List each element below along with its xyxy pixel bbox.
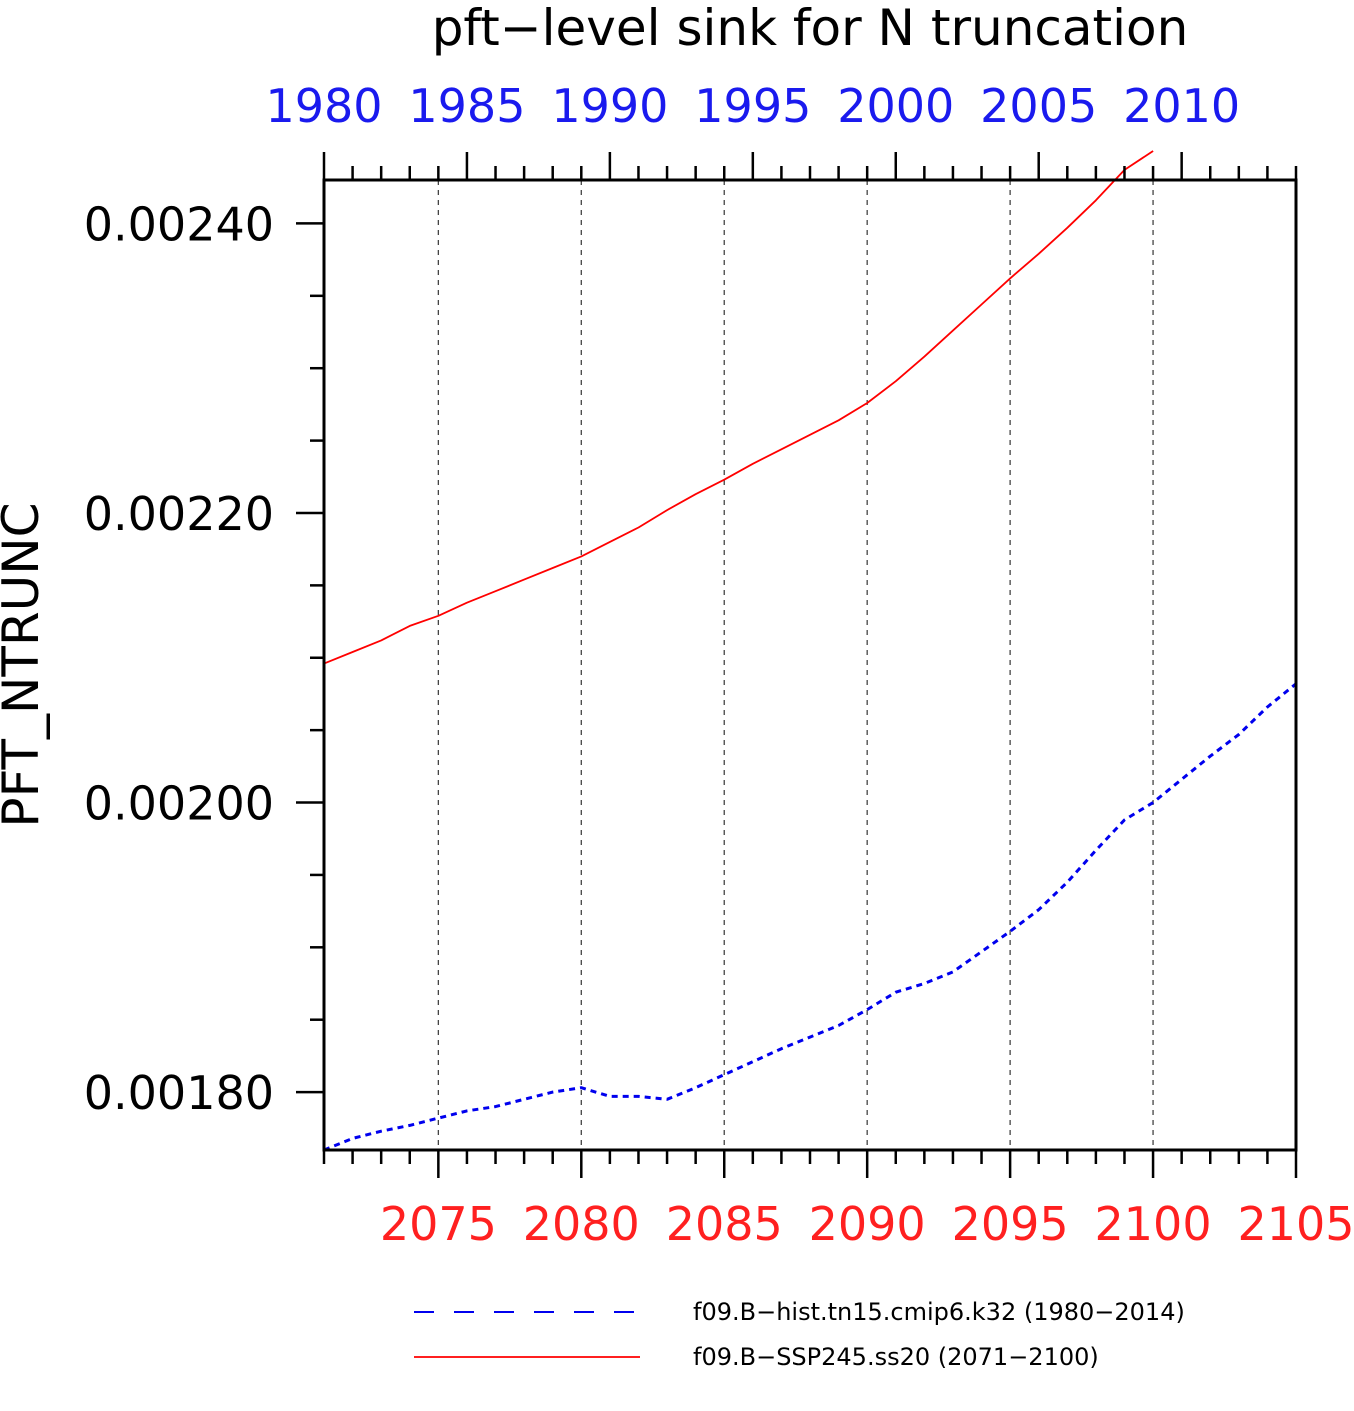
series-line-1 [323, 682, 1297, 1152]
x-bottom-tick-label: 2105 [1237, 1197, 1354, 1251]
x-bottom-tick-label: 2075 [380, 1197, 497, 1251]
x-top-tick-label: 2010 [1123, 79, 1240, 133]
series-layer [323, 150, 1297, 1152]
x-bottom-tick-label: 2090 [809, 1197, 926, 1251]
x-bottom-tick-label: 2095 [952, 1197, 1069, 1251]
y-tick-label: 0.00200 [84, 777, 274, 831]
x-bottom-tick-label: 2100 [1095, 1197, 1212, 1251]
grid-lines [437, 180, 1154, 1150]
legend: f09.B−hist.tn15.cmip6.k32 (1980−2014) f09… [414, 1298, 1185, 1371]
x-top-tick-label: 1990 [551, 79, 668, 133]
x-top-tick-label: 1985 [408, 79, 525, 133]
y-axis-label: PFT_NTRUNC [0, 502, 50, 827]
y-tick-label: 0.00240 [84, 197, 274, 251]
x-top-tick-label: 1995 [694, 79, 811, 133]
x-bottom-tick-label: 2080 [523, 1197, 640, 1251]
x-top-tick-label: 2000 [837, 79, 954, 133]
x-bottom-tick-label: 2085 [666, 1197, 783, 1251]
y-tick-label: 0.00180 [84, 1066, 274, 1120]
legend-label-1: f09.B−hist.tn15.cmip6.k32 (1980−2014) [693, 1298, 1185, 1326]
legend-label-2: f09.B−SSP245.ss20 (2071−2100) [693, 1343, 1099, 1371]
x-top-tick-label: 1980 [265, 79, 382, 133]
x-top-tick-label: 2005 [980, 79, 1097, 133]
chart-title: pft−level sink for N truncation [432, 0, 1189, 57]
y-tick-label: 0.00220 [84, 487, 274, 541]
series-line-2 [323, 150, 1154, 665]
plot-frame [322, 178, 1298, 1152]
axes: 0.00180 0.00200 0.00220 0.00240 2075 2080 2085… [84, 79, 1354, 1251]
